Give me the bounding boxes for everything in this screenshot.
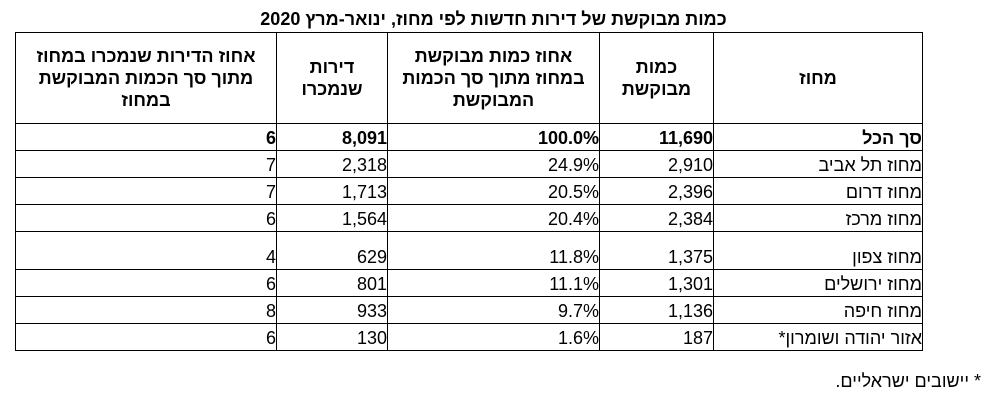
cell-pct-sold: 4 [15,231,277,270]
cell-quantity: 2,910 [599,150,714,178]
cell-pct-total: 1.6% [387,323,600,351]
cell-units-sold: 1,713 [276,177,388,205]
cell-pct-sold: 6 [15,323,277,351]
table-title: כמות מבוקשת של דירות חדשות לפי מחוז, ינו… [260,9,727,29]
table-row: 6 130 1.6% 187 אזור יהודה ושומרון* [15,323,923,351]
demand-table: אחוז הדירות שנמכרו במחוז מתוך סך הכמות ה… [15,32,923,351]
table-row: 8 933 9.7% 1,136 מחוז חיפה [15,296,923,324]
cell-region: מחוז חיפה [713,296,923,324]
header-pct-sold: אחוז הדירות שנמכרו במחוז מתוך סך הכמות ה… [15,32,277,124]
cell-region: מחוז צפון [713,231,923,270]
cell-units-sold: 2,318 [276,150,388,178]
cell-pct-sold: 8 [15,296,277,324]
table-row: 6 1,564 20.4% 2,384 מחוז מרכז [15,204,923,232]
table-row: 4 629 11.8% 1,375 מחוז צפון [15,231,923,270]
cell-pct-total: 11.8% [387,231,600,270]
table-row: 6 801 11.1% 1,301 מחוז ירושלים [15,269,923,297]
cell-pct-sold: 6 [15,204,277,232]
table-row: 7 1,713 20.5% 2,396 מחוז דרום [15,177,923,205]
cell-quantity: 11,690 [599,123,714,151]
cell-region: מחוז ירושלים [713,269,923,297]
cell-region: מחוז מרכז [713,204,923,232]
cell-region: אזור יהודה ושומרון* [713,323,923,351]
header-region: מחוז [713,32,923,124]
cell-pct-total: 11.1% [387,269,600,297]
cell-pct-total: 100.0% [387,123,600,151]
header-pct-total-demand: אחוז כמות מבוקשת במחוז מתוך סך הכמות המב… [387,32,600,124]
cell-units-sold: 130 [276,323,388,351]
table-row-total: 6 8,091 100.0% 11,690 סך הכל [15,123,923,151]
cell-pct-sold: 6 [15,269,277,297]
cell-region: מחוז דרום [713,177,923,205]
cell-region: מחוז תל אביב [713,150,923,178]
cell-quantity: 187 [599,323,714,351]
cell-pct-sold: 7 [15,177,277,205]
cell-pct-sold: 6 [15,123,277,151]
footnote: * יישובים ישראליים. [835,371,981,391]
cell-pct-total: 20.5% [387,177,600,205]
cell-pct-total: 20.4% [387,204,600,232]
cell-units-sold: 1,564 [276,204,388,232]
cell-units-sold: 629 [276,231,388,270]
cell-region: סך הכל [713,123,923,151]
cell-quantity: 1,375 [599,231,714,270]
cell-quantity: 1,301 [599,269,714,297]
table-row: 7 2,318 24.9% 2,910 מחוז תל אביב [15,150,923,178]
cell-units-sold: 801 [276,269,388,297]
header-units-sold: דירות שנמכרו [276,32,388,124]
header-row: אחוז הדירות שנמכרו במחוז מתוך סך הכמות ה… [15,32,923,124]
cell-units-sold: 933 [276,296,388,324]
cell-quantity: 2,384 [599,204,714,232]
cell-quantity: 1,136 [599,296,714,324]
cell-pct-total: 9.7% [387,296,600,324]
cell-pct-sold: 7 [15,150,277,178]
cell-quantity: 2,396 [599,177,714,205]
header-quantity-demanded: כמות מבוקשת [599,32,714,124]
cell-pct-total: 24.9% [387,150,600,178]
cell-units-sold: 8,091 [276,123,388,151]
